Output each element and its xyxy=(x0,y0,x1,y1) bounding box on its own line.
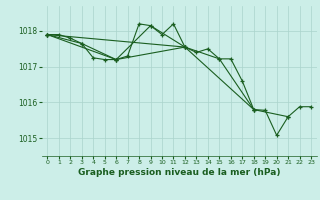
X-axis label: Graphe pression niveau de la mer (hPa): Graphe pression niveau de la mer (hPa) xyxy=(78,168,280,177)
